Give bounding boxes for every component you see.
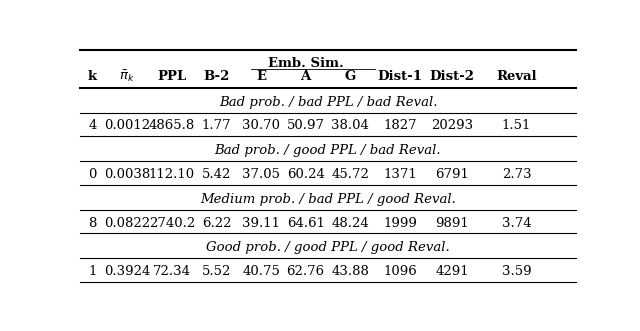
Text: 62.76: 62.76 — [287, 265, 324, 278]
Text: 40.75: 40.75 — [242, 265, 280, 278]
Text: 48.24: 48.24 — [332, 216, 369, 229]
Text: 3.74: 3.74 — [502, 216, 531, 229]
Text: 6.22: 6.22 — [202, 216, 231, 229]
Text: k: k — [88, 70, 97, 83]
Text: 45.72: 45.72 — [332, 168, 369, 181]
Text: 2740.2: 2740.2 — [148, 216, 195, 229]
Text: 0.0038: 0.0038 — [104, 168, 150, 181]
Text: 37.05: 37.05 — [242, 168, 280, 181]
Text: 2.73: 2.73 — [502, 168, 531, 181]
Text: 20293: 20293 — [431, 119, 473, 132]
Text: 4: 4 — [88, 119, 97, 132]
Text: 1827: 1827 — [383, 119, 417, 132]
Text: 5.42: 5.42 — [202, 168, 231, 181]
Text: 1: 1 — [88, 265, 97, 278]
Text: 9891: 9891 — [435, 216, 469, 229]
Text: 38.04: 38.04 — [332, 119, 369, 132]
Text: Bad prob. / bad PPL / bad Reval.: Bad prob. / bad PPL / bad Reval. — [219, 96, 437, 109]
Text: Medium prob. / bad PPL / good Reval.: Medium prob. / bad PPL / good Reval. — [200, 193, 456, 206]
Text: 1096: 1096 — [383, 265, 417, 278]
Text: 1999: 1999 — [383, 216, 417, 229]
Text: 30.70: 30.70 — [242, 119, 280, 132]
Text: 72.34: 72.34 — [153, 265, 191, 278]
Text: Dist-2: Dist-2 — [429, 70, 474, 83]
Text: 43.88: 43.88 — [332, 265, 369, 278]
Text: G: G — [345, 70, 356, 83]
Text: 64.61: 64.61 — [287, 216, 324, 229]
Text: Emb. Sim.: Emb. Sim. — [268, 57, 344, 70]
Text: PPL: PPL — [157, 70, 186, 83]
Text: 8: 8 — [88, 216, 97, 229]
Text: 39.11: 39.11 — [242, 216, 280, 229]
Text: 3.59: 3.59 — [502, 265, 531, 278]
Text: 5.52: 5.52 — [202, 265, 231, 278]
Text: 6791: 6791 — [435, 168, 469, 181]
Text: Dist-1: Dist-1 — [378, 70, 422, 83]
Text: 1.51: 1.51 — [502, 119, 531, 132]
Text: 0.0012: 0.0012 — [104, 119, 150, 132]
Text: Bad prob. / good PPL / bad Reval.: Bad prob. / good PPL / bad Reval. — [214, 144, 442, 157]
Text: A: A — [301, 70, 311, 83]
Text: 1371: 1371 — [383, 168, 417, 181]
Text: 50.97: 50.97 — [287, 119, 324, 132]
Text: 60.24: 60.24 — [287, 168, 324, 181]
Text: 4865.8: 4865.8 — [148, 119, 195, 132]
Text: $\bar{\pi}_k$: $\bar{\pi}_k$ — [119, 69, 135, 84]
Text: 112.10: 112.10 — [148, 168, 195, 181]
Text: 0.3924: 0.3924 — [104, 265, 150, 278]
Text: Reval: Reval — [496, 70, 537, 83]
Text: 1.77: 1.77 — [202, 119, 231, 132]
Text: 0.0822: 0.0822 — [104, 216, 150, 229]
Text: E: E — [256, 70, 266, 83]
Text: 4291: 4291 — [435, 265, 469, 278]
Text: 0: 0 — [88, 168, 97, 181]
Text: Good prob. / good PPL / good Reval.: Good prob. / good PPL / good Reval. — [206, 241, 450, 255]
Text: B-2: B-2 — [204, 70, 230, 83]
